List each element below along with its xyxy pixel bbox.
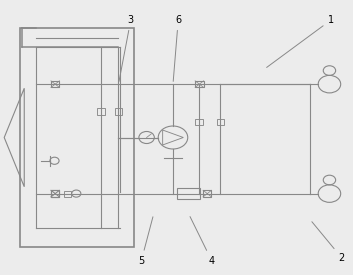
Bar (20, 28, 134, 247)
Bar (217, 119, 224, 125)
Text: 2: 2 (312, 222, 345, 263)
Bar (97, 109, 105, 114)
Text: 1: 1 (267, 15, 334, 67)
Text: 5: 5 (138, 217, 153, 266)
Bar (51, 81, 59, 87)
Text: 6: 6 (173, 15, 181, 81)
Bar (115, 109, 122, 114)
Bar (51, 190, 59, 197)
Text: 3: 3 (119, 15, 134, 81)
Bar (203, 190, 211, 197)
Bar (177, 188, 200, 199)
Bar (51, 190, 59, 197)
Bar (196, 119, 203, 125)
Bar (195, 81, 204, 87)
Text: 4: 4 (190, 217, 215, 266)
Bar (64, 191, 71, 197)
